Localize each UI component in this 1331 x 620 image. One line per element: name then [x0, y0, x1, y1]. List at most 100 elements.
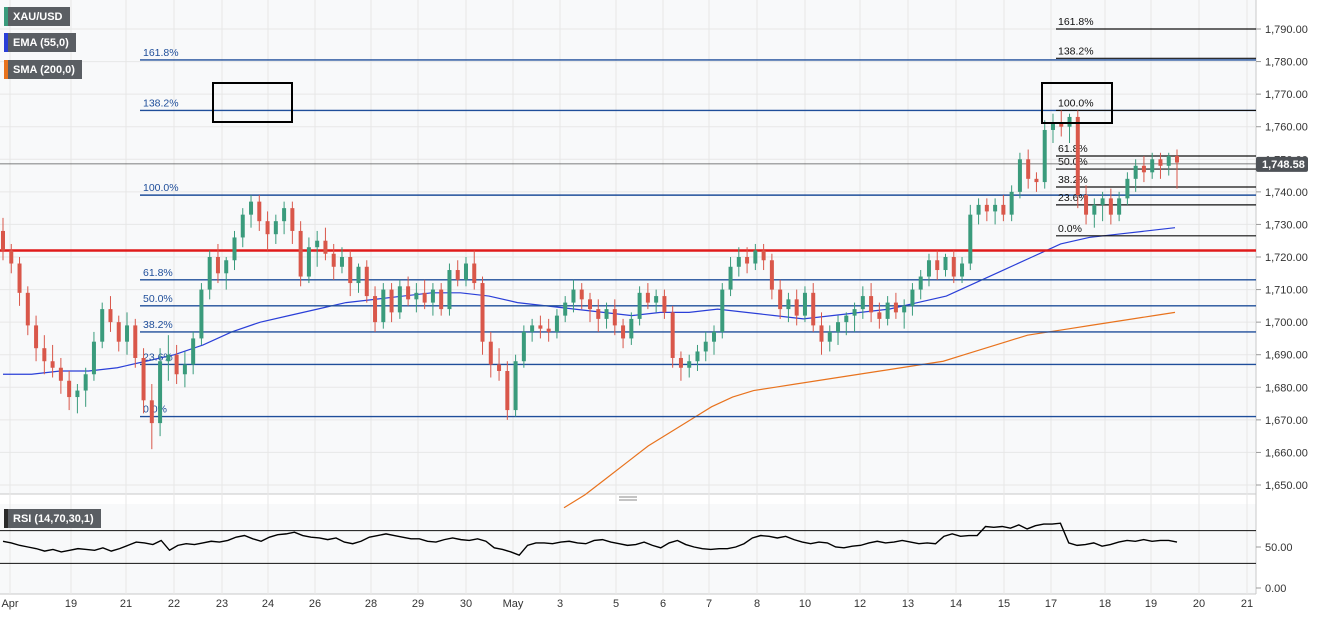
highlight-box-right — [1041, 82, 1113, 124]
candle-body — [1084, 195, 1089, 215]
candle-body — [397, 286, 402, 313]
candle-body — [249, 201, 254, 215]
legend-ema[interactable]: EMA (55,0) — [4, 33, 76, 52]
price-tick-label: 1,790.00 — [1265, 24, 1308, 36]
rsi-tick-label: 50.00 — [1265, 542, 1293, 554]
price-tick-label: 1,760.00 — [1265, 122, 1308, 134]
candle-body — [654, 296, 659, 303]
candle-body — [488, 341, 493, 365]
candle-body — [745, 257, 750, 264]
candle-body — [174, 354, 179, 375]
grid-lines — [0, 0, 1256, 594]
candle-body — [736, 257, 741, 267]
candle-body — [1001, 204, 1006, 215]
candle-body — [389, 289, 394, 313]
candle-body — [67, 380, 72, 398]
candle-body — [1042, 129, 1047, 183]
candle-body — [604, 309, 609, 319]
candle-body — [215, 257, 220, 274]
fib-right-label: 100.0% — [1058, 97, 1094, 109]
candle-body — [530, 325, 535, 332]
candle-body — [827, 331, 832, 342]
candle-body — [885, 302, 890, 319]
time-tick-label: 19 — [1145, 598, 1157, 610]
candle-body — [480, 283, 485, 342]
candle-body — [240, 214, 245, 238]
price-tick-label: 1,660.00 — [1265, 447, 1308, 459]
candle-body — [17, 263, 22, 293]
candle-body — [753, 250, 758, 264]
candle-body — [984, 204, 989, 212]
fib-right-label: 38.2% — [1058, 174, 1088, 186]
candle-body — [472, 263, 477, 284]
legend-label-ema: EMA (55,0) — [13, 36, 69, 49]
time-tick-label: Apr — [1, 598, 18, 610]
candle-body — [42, 348, 47, 362]
fib-left-label: 38.2% — [143, 319, 173, 331]
candle-body — [83, 374, 88, 391]
time-axis: Apr 19 21 22 23 24 26 28 29 30 May 3 5 6 7 8 10 12 13 14 15 1… — [1, 598, 1253, 610]
time-tick-label: 20 — [1193, 598, 1205, 610]
legend-xauusd[interactable]: XAU/USD — [4, 7, 70, 26]
candle-body — [315, 240, 320, 248]
candle-body — [703, 341, 708, 352]
time-tick-label: 24 — [262, 598, 274, 610]
candle-body — [298, 230, 303, 277]
candle-body — [852, 309, 857, 316]
sma-200-layer — [563, 311, 1176, 509]
candle-body — [1100, 198, 1105, 205]
current-price-tag: 1,748.58 — [1256, 156, 1308, 172]
legend-label-rsi: RSI (14,70,30,1) — [13, 512, 94, 525]
legend-rsi[interactable]: RSI (14,70,30,1) — [4, 509, 101, 528]
time-tick-label: 17 — [1045, 598, 1057, 610]
candle-body — [339, 257, 344, 267]
candle-body — [331, 253, 336, 267]
time-tick-label: 26 — [309, 598, 321, 610]
candle-body — [91, 341, 96, 375]
candle-body — [819, 325, 824, 342]
fib-left-label: 61.8% — [143, 267, 173, 279]
resize-handle[interactable] — [619, 496, 637, 501]
candle-body — [629, 318, 634, 339]
candle-body — [232, 237, 237, 261]
candle-body — [563, 302, 568, 316]
candle-body — [1075, 116, 1080, 196]
candle-body — [1009, 191, 1014, 215]
fib-left-label: 23.6% — [143, 351, 173, 363]
price-tick-label: 1,710.00 — [1265, 285, 1308, 297]
ema-55-line — [3, 227, 1176, 375]
candle-body — [25, 292, 30, 326]
candle-body — [645, 292, 650, 303]
candle-body — [207, 257, 212, 290]
candle-body — [662, 296, 667, 313]
candle-body — [455, 270, 460, 280]
time-tick-label: 14 — [950, 598, 962, 610]
current-price-label: 1,748.58 — [1262, 159, 1305, 171]
candle-body — [149, 400, 154, 424]
candle-body — [108, 309, 113, 323]
candle-body — [728, 266, 733, 290]
candle-body — [554, 315, 559, 332]
candle-body — [811, 292, 816, 326]
candle-body — [364, 266, 369, 297]
candle-body — [621, 325, 626, 339]
price-tick-label: 1,680.00 — [1265, 382, 1308, 394]
candle-body — [1092, 204, 1097, 215]
rsi-panel-background — [0, 504, 1256, 594]
legend-sma[interactable]: SMA (200,0) — [4, 60, 82, 79]
candle-body — [786, 299, 791, 310]
candle-body — [447, 270, 452, 310]
candle-body — [869, 296, 874, 313]
time-tick-label: 10 — [799, 598, 811, 610]
candle-body — [802, 292, 807, 316]
candle-body — [943, 257, 948, 271]
candle-body — [414, 292, 419, 300]
candle-body — [844, 315, 849, 323]
candle-body — [926, 260, 931, 277]
candle-body — [125, 325, 130, 342]
candle-body — [133, 325, 138, 358]
candle-body — [463, 263, 468, 280]
time-tick-label: 22 — [168, 598, 180, 610]
candle-body — [1125, 178, 1130, 199]
